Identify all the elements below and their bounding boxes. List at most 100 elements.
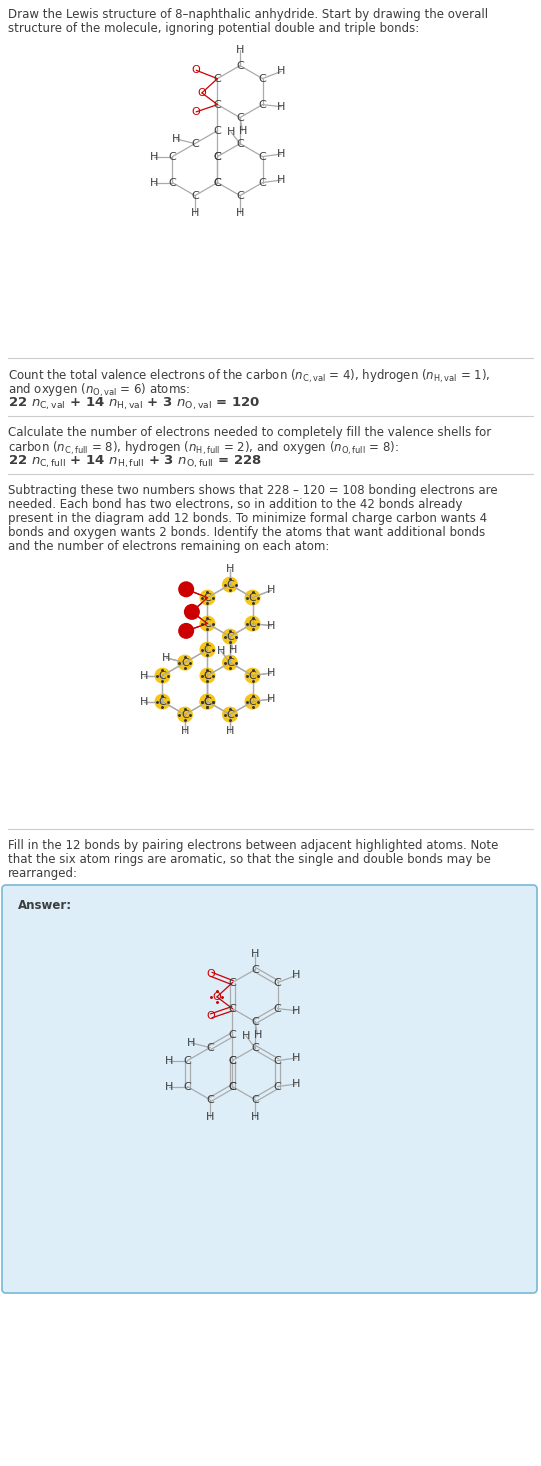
Text: C: C <box>191 139 199 148</box>
Circle shape <box>222 576 238 592</box>
Text: C: C <box>229 1004 236 1013</box>
Text: 22 $n_{\rm C,val}$ + 14 $n_{\rm H,val}$ + 3 $n_{\rm O,val}$ = 120: 22 $n_{\rm C,val}$ + 14 $n_{\rm H,val}$ … <box>8 396 260 412</box>
Text: H: H <box>191 208 199 217</box>
Circle shape <box>222 707 238 723</box>
Text: C: C <box>236 113 244 123</box>
Text: O: O <box>192 66 201 75</box>
Text: C: C <box>203 619 212 629</box>
Text: H: H <box>292 1006 300 1016</box>
Text: C: C <box>259 151 266 161</box>
Text: C: C <box>214 151 221 161</box>
Text: C: C <box>214 126 221 135</box>
Text: C: C <box>251 1042 259 1053</box>
Text: H: H <box>140 696 148 707</box>
Text: C: C <box>229 1029 236 1039</box>
Text: Draw the Lewis structure of 8–naphthalic anhydride. Start by drawing the overall: Draw the Lewis structure of 8–naphthalic… <box>8 7 488 21</box>
Text: that the six atom rings are aromatic, so that the single and double bonds may be: that the six atom rings are aromatic, so… <box>8 853 491 866</box>
Text: structure of the molecule, ignoring potential double and triple bonds:: structure of the molecule, ignoring pote… <box>8 22 419 35</box>
Circle shape <box>245 616 261 632</box>
FancyBboxPatch shape <box>2 885 537 1293</box>
Text: C: C <box>203 645 212 655</box>
Text: H: H <box>277 174 286 185</box>
Text: H: H <box>267 620 275 630</box>
Text: H: H <box>251 1111 259 1121</box>
Text: H: H <box>267 668 275 677</box>
Text: C: C <box>159 696 166 707</box>
Circle shape <box>222 629 238 645</box>
Text: Count the total valence electrons of the carbon ($n_{\rm C,val}$ = 4), hydrogen : Count the total valence electrons of the… <box>8 368 490 386</box>
Text: needed. Each bond has two electrons, so in addition to the 42 bonds already: needed. Each bond has two electrons, so … <box>8 498 463 512</box>
Text: C: C <box>203 592 212 603</box>
Text: H: H <box>236 208 244 217</box>
Text: C: C <box>229 978 236 988</box>
Text: C: C <box>169 151 176 161</box>
Text: C: C <box>181 658 189 667</box>
Circle shape <box>200 693 215 710</box>
Text: H: H <box>226 564 234 575</box>
Text: C: C <box>226 658 234 667</box>
Text: O: O <box>213 992 221 1001</box>
Text: C: C <box>249 592 256 603</box>
Text: O: O <box>207 1012 215 1020</box>
Circle shape <box>200 667 215 683</box>
Text: H: H <box>292 970 300 981</box>
Text: H: H <box>277 101 286 111</box>
Text: O: O <box>197 88 206 98</box>
Circle shape <box>200 589 215 605</box>
Text: C: C <box>236 60 244 70</box>
Text: C: C <box>203 696 212 707</box>
Text: C: C <box>214 100 221 110</box>
Text: present in the diagram add 12 bonds. To minimize formal charge carbon wants 4: present in the diagram add 12 bonds. To … <box>8 512 487 525</box>
Text: C: C <box>236 139 244 148</box>
Text: bonds and oxygen wants 2 bonds. Identify the atoms that want additional bonds: bonds and oxygen wants 2 bonds. Identify… <box>8 526 485 539</box>
Text: C: C <box>159 670 166 680</box>
Text: H: H <box>164 1082 173 1092</box>
Circle shape <box>154 693 170 710</box>
Text: O: O <box>182 626 190 636</box>
Text: C: C <box>183 1056 192 1066</box>
Text: C: C <box>181 710 189 720</box>
Text: H: H <box>239 126 247 135</box>
Text: Calculate the number of electrons needed to completely fill the valence shells f: Calculate the number of electrons needed… <box>8 427 491 438</box>
Text: C: C <box>259 73 266 84</box>
Text: H: H <box>236 45 244 56</box>
Circle shape <box>178 582 194 597</box>
Text: O: O <box>188 607 196 617</box>
Text: C: C <box>251 1016 259 1026</box>
Text: H: H <box>217 647 225 655</box>
Text: 22 $n_{\rm C,full}$ + 14 $n_{\rm H,full}$ + 3 $n_{\rm O,full}$ = 228: 22 $n_{\rm C,full}$ + 14 $n_{\rm H,full}… <box>8 454 262 471</box>
Text: C: C <box>169 177 176 188</box>
Text: C: C <box>214 73 221 84</box>
Text: C: C <box>249 696 256 707</box>
Text: H: H <box>292 1053 300 1063</box>
Text: H: H <box>164 1056 173 1066</box>
Text: C: C <box>274 1056 281 1066</box>
Circle shape <box>245 667 261 683</box>
Text: H: H <box>267 693 275 704</box>
Text: C: C <box>236 191 244 201</box>
Text: C: C <box>226 632 234 642</box>
Text: C: C <box>229 1056 236 1066</box>
Text: H: H <box>226 727 234 736</box>
Text: Fill in the 12 bonds by pairing electrons between adjacent highlighted atoms. No: Fill in the 12 bonds by pairing electron… <box>8 839 498 852</box>
Text: H: H <box>253 1029 262 1039</box>
Text: C: C <box>183 1082 192 1092</box>
Text: O: O <box>192 107 201 117</box>
Text: C: C <box>214 177 221 188</box>
Text: H: H <box>149 151 158 161</box>
Circle shape <box>222 655 238 670</box>
Text: and oxygen ($n_{\rm O,val}$ = 6) atoms:: and oxygen ($n_{\rm O,val}$ = 6) atoms: <box>8 383 190 399</box>
Text: C: C <box>251 1095 259 1104</box>
Circle shape <box>200 642 215 658</box>
Text: C: C <box>206 1095 214 1104</box>
Text: C: C <box>226 710 234 720</box>
Text: C: C <box>191 191 199 201</box>
Text: O: O <box>182 585 190 594</box>
Text: H: H <box>187 1038 195 1048</box>
Text: C: C <box>259 177 266 188</box>
Circle shape <box>245 693 261 710</box>
Text: C: C <box>229 1056 236 1066</box>
Text: H: H <box>267 585 275 595</box>
Circle shape <box>200 616 215 632</box>
Text: C: C <box>203 670 212 680</box>
